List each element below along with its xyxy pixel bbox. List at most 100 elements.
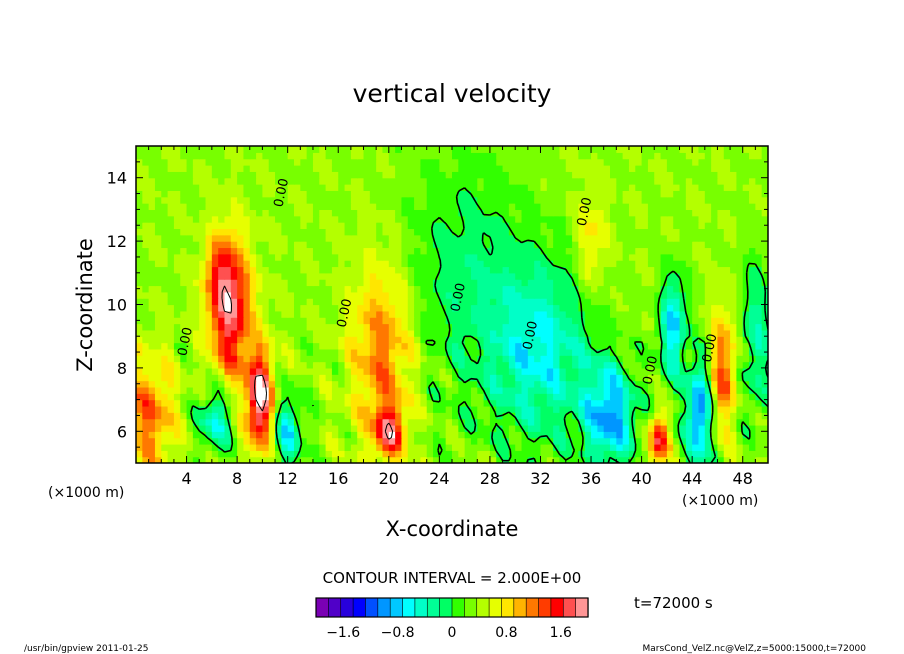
heatmap-cell [426,374,434,382]
heatmap-cell [483,456,491,463]
heatmap-cell [154,272,162,280]
heatmap-cell [553,443,561,451]
heatmap-cell [388,152,396,160]
heatmap-cell [426,215,434,223]
heatmap-cell [610,336,617,344]
heatmap-cell [243,177,251,185]
heatmap-cell [262,405,270,413]
heatmap-cell [154,310,162,318]
heatmap-cell [230,431,238,439]
heatmap-cell [300,158,308,166]
heatmap-cell [666,456,674,463]
heatmap-cell [237,222,245,230]
heatmap-cell [287,285,295,293]
heatmap-cell [559,412,567,420]
heatmap-cell [268,260,276,268]
heatmap-cell [211,412,219,420]
heatmap-cell [698,228,706,236]
heatmap-cell [578,158,586,166]
heatmap-cell [730,190,737,198]
heatmap-cell [723,355,731,363]
heatmap-cell [414,386,421,394]
heatmap-cell [610,203,617,210]
heatmap-cell [685,203,693,210]
heatmap-cell [136,310,143,318]
heatmap-cell [433,228,440,236]
heatmap-cell [230,374,238,382]
heatmap-cell [445,310,453,318]
heatmap-cell [161,165,169,172]
heatmap-cell [749,310,756,318]
heatmap-cell [540,266,548,274]
heatmap-cell [610,285,617,293]
heatmap-cell [749,412,756,420]
heatmap-cell [275,456,282,463]
heatmap-cell [363,329,371,337]
heatmap-cell [559,393,567,401]
heatmap-cell [199,418,207,426]
heatmap-cell [508,158,516,166]
heatmap-cell [319,184,327,191]
heatmap-cell [553,329,561,337]
heatmap-cell [325,171,333,179]
heatmap-cell [723,393,731,401]
heatmap-cell [679,424,687,432]
heatmap-cell [553,298,561,306]
heatmap-cell [275,374,282,382]
heatmap-cell [654,412,662,420]
heatmap-cell [199,329,207,337]
heatmap-cell [136,399,143,407]
heatmap-cell [559,146,567,153]
heatmap-cell [502,152,510,160]
heatmap-cell [489,412,497,420]
heatmap-cell [515,190,523,198]
heatmap-cell [199,152,207,160]
heatmap-cell [698,380,706,388]
heatmap-cell [199,146,207,153]
heatmap-cell [515,222,523,230]
heatmap-cell [628,393,636,401]
heatmap-cell [199,367,207,375]
heatmap-cell [357,443,365,451]
heatmap-cell [281,399,289,407]
heatmap-cell [256,158,263,166]
heatmap-cell [300,298,308,306]
heatmap-cell [281,348,289,356]
heatmap-cell [553,152,561,160]
heatmap-cell [673,190,681,198]
heatmap-cell [742,317,750,325]
heatmap-cell [350,272,358,280]
heatmap-cell [496,437,504,445]
heatmap-cell [401,190,409,198]
heatmap-cell [496,165,504,172]
heatmap-cell [515,247,523,255]
heatmap-cell [395,380,403,388]
heatmap-cell [666,165,674,172]
heatmap-cell [635,247,643,255]
heatmap-cell [603,329,611,337]
heatmap-cell [704,456,712,463]
heatmap-cell [477,234,485,242]
heatmap-cell [420,234,428,242]
heatmap-cell [136,165,143,172]
heatmap-cell [325,336,333,344]
heatmap-cell [319,215,327,223]
heatmap-cell [692,399,700,407]
heatmap-cell [401,196,409,204]
heatmap-cell [458,304,466,312]
heatmap-cell [388,329,396,337]
heatmap-cell [591,165,598,172]
heatmap-cell [287,424,295,432]
heatmap-cell [376,279,384,287]
heatmap-cell [148,165,156,172]
heatmap-cell [749,361,756,369]
heatmap-cell [508,418,516,426]
heatmap-cell [553,247,561,255]
heatmap-cell [584,253,592,261]
heatmap-cell [268,386,276,394]
heatmap-cell [622,222,630,230]
heatmap-cell [559,361,567,369]
heatmap-cell [426,418,434,426]
heatmap-cell [420,310,428,318]
heatmap-cell [578,342,586,350]
